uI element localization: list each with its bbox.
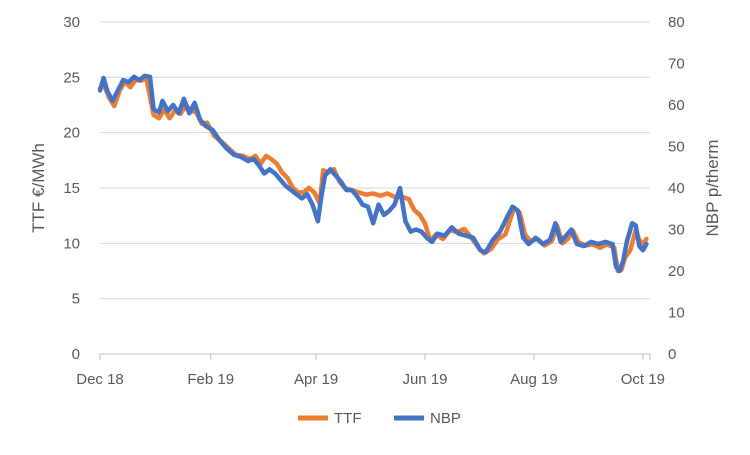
y-right-tick-label: 20 xyxy=(668,263,685,280)
x-tick-label: Apr 19 xyxy=(294,371,338,388)
y-right-tick-label: 60 xyxy=(668,97,685,114)
x-tick-label: Oct 19 xyxy=(621,371,665,388)
legend-label-nbp: NBP xyxy=(430,410,461,427)
y-left-tick-label: 5 xyxy=(72,291,80,308)
y-left-tick-label: 30 xyxy=(63,14,80,31)
tick-labels: 0 5 10 15 20 25 30 0 10 20 30 40 50 60 70 80 Dec 18 Feb 1… xyxy=(63,14,684,388)
y-right-tick-label: 50 xyxy=(668,139,685,156)
y-axis-left-title: TTF €/MWh xyxy=(29,143,48,233)
x-tick-label: Dec 18 xyxy=(76,371,124,388)
series-lines xyxy=(97,73,649,274)
y-left-tick-label: 20 xyxy=(63,125,80,142)
y-left-tick-label: 0 xyxy=(72,346,80,363)
x-tick-label: Aug 19 xyxy=(510,371,558,388)
y-axis-right-title: NBP p/therm xyxy=(703,139,722,236)
y-right-tick-label: 40 xyxy=(668,180,685,197)
y-right-tick-label: 80 xyxy=(668,14,685,31)
y-right-tick-label: 70 xyxy=(668,56,685,73)
y-left-tick-label: 25 xyxy=(63,69,80,86)
legend: TTF NBP xyxy=(298,410,461,427)
y-right-tick-label: 10 xyxy=(668,305,685,322)
axes xyxy=(99,353,651,360)
x-tick-label: Jun 19 xyxy=(402,371,447,388)
y-right-tick-label: 30 xyxy=(668,222,685,239)
y-left-tick-label: 15 xyxy=(63,180,80,197)
x-tick-label: Feb 19 xyxy=(187,371,234,388)
series-line-ttf xyxy=(97,76,649,274)
y-left-tick-label: 10 xyxy=(63,235,80,252)
gridlines xyxy=(100,21,650,300)
series-line-nbp xyxy=(97,73,649,274)
y-right-tick-label: 0 xyxy=(668,346,676,363)
legend-label-ttf: TTF xyxy=(334,410,362,427)
